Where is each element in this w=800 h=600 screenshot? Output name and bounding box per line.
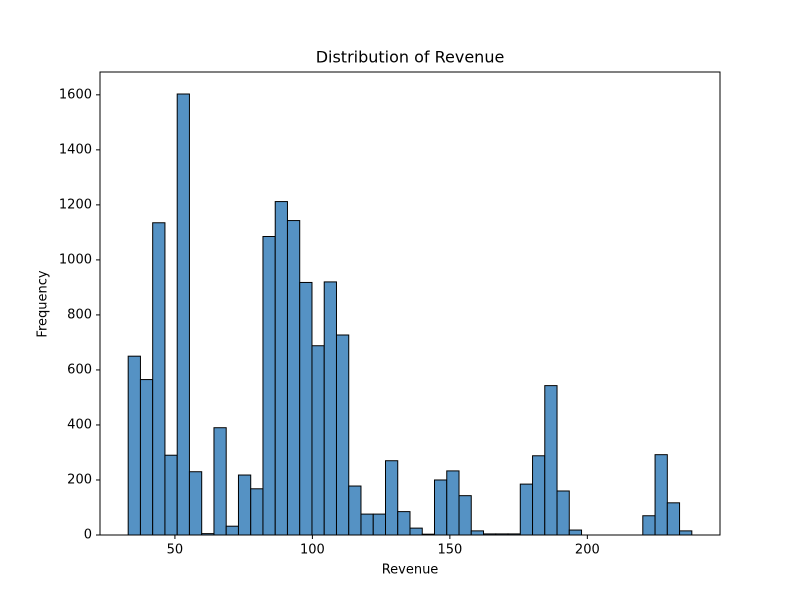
- bar: [458, 495, 472, 536]
- bar: [311, 345, 325, 536]
- y-tick-label: 0: [84, 528, 92, 543]
- bar: [433, 479, 448, 536]
- bar: [213, 427, 227, 536]
- plot-frame: [99, 71, 721, 536]
- bar: [250, 488, 264, 536]
- bar: [286, 220, 301, 536]
- bar: [409, 527, 423, 536]
- bar: [446, 470, 460, 536]
- y-tick-label: 600: [67, 362, 92, 377]
- bar: [152, 222, 166, 536]
- bar: [323, 281, 337, 536]
- y-tick-label: 1000: [59, 252, 92, 267]
- bar: [237, 474, 252, 536]
- bar: [642, 515, 656, 536]
- bar: [568, 529, 583, 536]
- bar: [654, 454, 668, 536]
- bar: [139, 379, 154, 536]
- bar: [679, 530, 693, 536]
- bar: [262, 236, 276, 536]
- y-tick-label: 1600: [59, 87, 92, 102]
- bar: [225, 525, 239, 536]
- x-tick-label: 200: [575, 543, 600, 558]
- y-axis-label: Frequency: [36, 270, 51, 337]
- y-tick-label: 800: [67, 307, 92, 322]
- x-tick-label: 100: [300, 543, 325, 558]
- x-tick-label: 50: [167, 543, 184, 558]
- bar: [360, 513, 374, 536]
- chart-title: Distribution of Revenue: [316, 48, 505, 67]
- bar: [544, 385, 558, 536]
- y-tick-label: 400: [67, 417, 92, 432]
- bar: [372, 513, 387, 536]
- bar: [335, 334, 350, 536]
- bar: [176, 93, 190, 536]
- x-tick-label: 150: [437, 543, 462, 558]
- bar: [348, 485, 362, 536]
- bar: [556, 490, 570, 536]
- bar: [164, 454, 178, 536]
- bar: [666, 502, 681, 536]
- bar: [127, 355, 141, 536]
- y-tick-label: 200: [67, 472, 92, 487]
- x-axis-label: Revenue: [382, 563, 439, 578]
- bar: [385, 460, 399, 536]
- y-tick-label: 1400: [59, 142, 92, 157]
- bar: [470, 530, 485, 536]
- bar: [532, 455, 546, 536]
- y-tick-label: 1200: [59, 197, 92, 212]
- bar: [188, 471, 203, 536]
- bar: [299, 281, 313, 536]
- bar: [519, 483, 534, 536]
- bar: [397, 511, 411, 536]
- bar: [274, 201, 288, 536]
